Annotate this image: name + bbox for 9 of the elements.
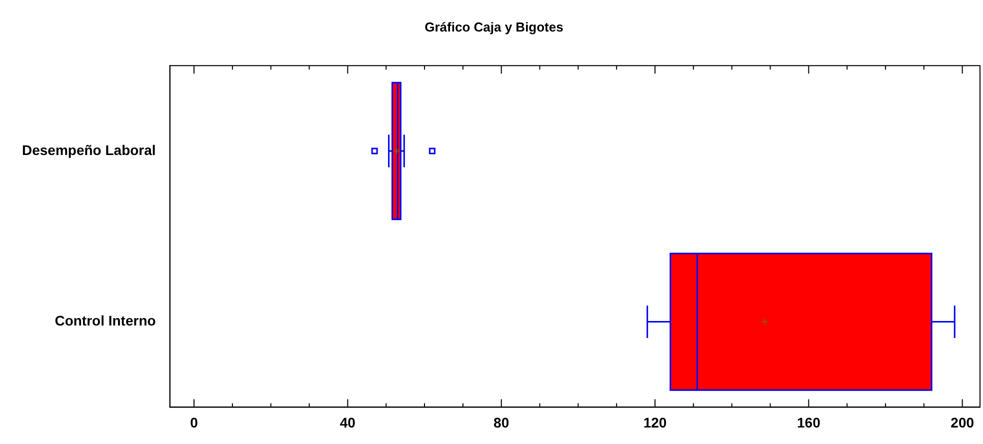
x-tick-label: 0 bbox=[190, 414, 198, 430]
y-tick-label: Desempeño Laboral bbox=[22, 142, 156, 158]
x-tick-label: 40 bbox=[340, 414, 356, 430]
x-tick-label: 200 bbox=[950, 414, 974, 430]
x-tick-label: 160 bbox=[796, 414, 821, 430]
chart-title: Gráfico Caja y Bigotes bbox=[424, 19, 564, 34]
x-tick-label: 120 bbox=[643, 414, 667, 430]
y-tick-label: Control Interno bbox=[54, 312, 156, 329]
x-tick-label: 80 bbox=[494, 414, 510, 430]
